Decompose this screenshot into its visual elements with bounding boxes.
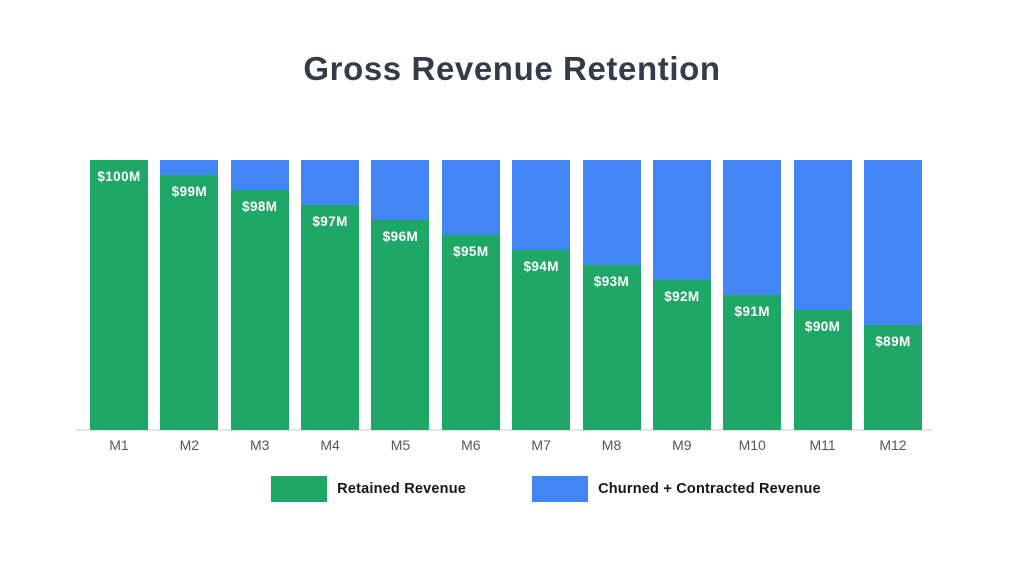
bar-value-label-M10: $91M (734, 304, 770, 319)
bar-value-label-M8: $93M (593, 274, 630, 289)
churned-segment-M2 (160, 160, 219, 175)
churned-segment-M6 (441, 160, 500, 235)
bar-value-label-M3: $98M (242, 199, 278, 214)
retained-segment-M5: $96M (371, 220, 430, 430)
bar-value-label-M12: $89M (875, 334, 911, 349)
bar-value-label-M11: $90M (804, 319, 841, 334)
x-axis-labels: M1 M2 M3 M4 M5 M6 M7 M8 M9 M10 M11 M12 (90, 437, 922, 453)
churned-segment-M7 (512, 160, 571, 250)
legend-item-churned: Churned + Contracted Revenue (532, 476, 821, 502)
legend-item-retained: Retained Revenue (271, 476, 466, 502)
retained-segment-M12: $89M (863, 325, 922, 430)
bar-M11: $90M (793, 160, 852, 430)
bar-M6: $95M (441, 160, 500, 430)
x-tick-M1: M1 (109, 437, 129, 453)
churned-segment-M9 (652, 160, 711, 280)
bar-value-label-M7: $94M (523, 259, 559, 274)
bar-value-label-M9: $92M (664, 289, 700, 304)
retained-segment-M2: $99M (160, 175, 219, 430)
churned-segment-M5 (371, 160, 430, 220)
x-tick-M9: M9 (672, 437, 692, 453)
bar-value-label-M5: $96M (382, 229, 419, 244)
churned-segment-M8 (582, 160, 641, 265)
churned-segment-M11 (793, 160, 852, 310)
retained-segment-M7: $94M (512, 250, 571, 430)
x-tick-M5: M5 (390, 437, 411, 453)
bar-M4: $97M (301, 160, 360, 430)
bar-M9: $92M (652, 160, 711, 430)
bar-M3: $98M (230, 160, 289, 430)
retained-segment-M4: $97M (301, 205, 360, 430)
retained-segment-M1: $100M (90, 160, 148, 430)
retained-segment-M9: $92M (652, 280, 711, 430)
legend-label-retained: Retained Revenue (337, 481, 467, 497)
bar-value-label-M2: $99M (171, 184, 208, 199)
x-axis-line (76, 429, 932, 431)
x-tick-M10: M10 (738, 437, 766, 453)
bar-value-label-M1: $100M (97, 169, 141, 184)
x-tick-M2: M2 (179, 437, 200, 453)
churned-segment-M12 (863, 160, 922, 325)
retained-segment-M11: $90M (793, 310, 852, 430)
retained-segment-M8: $93M (582, 265, 641, 430)
legend-swatch-retained-icon (271, 476, 328, 502)
bar-value-label-M4: $97M (312, 214, 348, 229)
churned-segment-M10 (723, 160, 782, 295)
bar-M2: $99M (160, 160, 219, 430)
churned-segment-M3 (230, 160, 289, 190)
legend-label-churned: Churned + Contracted Revenue (598, 481, 821, 497)
retained-segment-M6: $95M (441, 235, 500, 430)
x-tick-M3: M3 (249, 437, 270, 453)
bar-M7: $94M (512, 160, 571, 430)
x-tick-M12: M12 (879, 437, 907, 453)
chart-title: Gross Revenue Retention (303, 50, 721, 87)
legend-swatch-churned-icon (532, 476, 589, 502)
x-tick-M4: M4 (320, 437, 340, 453)
bar-M5: $96M (371, 160, 430, 430)
x-tick-M11: M11 (809, 437, 836, 453)
bar-M10: $91M (723, 160, 782, 430)
legend: Retained Revenue Churned + Contracted Re… (34, 476, 1024, 502)
x-tick-M6: M6 (461, 437, 481, 453)
churned-segment-M4 (301, 160, 360, 205)
bar-chart: $100M $99M $98M $97M $96M $95M $94M $93M $92M $91… (90, 160, 922, 430)
bar-M1: $100M (90, 160, 148, 430)
retained-segment-M10: $91M (723, 295, 782, 430)
bar-value-label-M6: $95M (453, 244, 489, 259)
bar-M8: $93M (582, 160, 641, 430)
bar-M12: $89M (863, 160, 922, 430)
x-tick-M7: M7 (531, 437, 551, 453)
retained-segment-M3: $98M (230, 190, 289, 430)
x-tick-M8: M8 (601, 437, 622, 453)
